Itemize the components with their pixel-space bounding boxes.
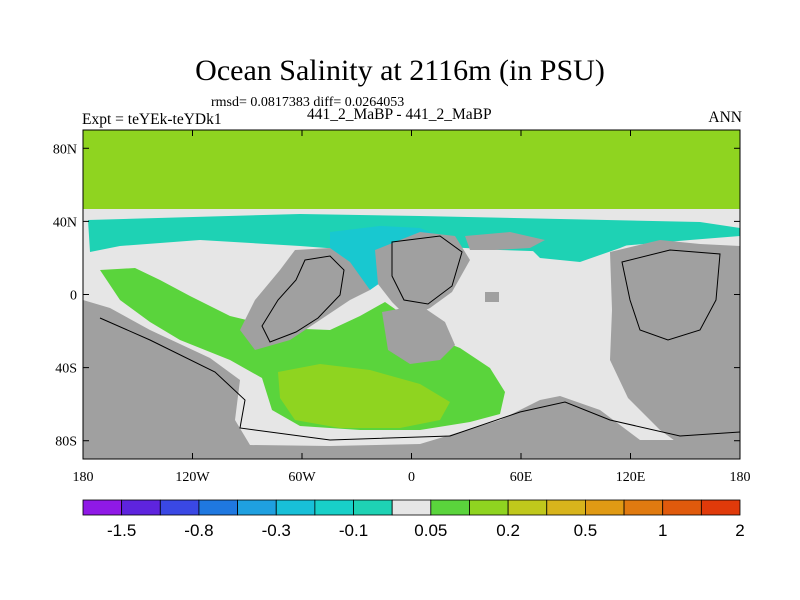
colorbar-label: 0.2 xyxy=(496,521,520,540)
colorbar-swatch-4 xyxy=(237,499,277,516)
coastlines xyxy=(99,235,740,441)
colorbar-label: -1.5 xyxy=(107,521,136,540)
rmsd-subtitle: rmsd= 0.0817383 diff= 0.0264053 xyxy=(211,95,405,110)
case-label: 441_2_MaBP - 441_2_MaBP xyxy=(307,106,492,123)
x-tick-label: 60E xyxy=(510,470,533,485)
east-negative-strip xyxy=(520,232,650,262)
experiment-label: Expt = teYEk-teYDk1 xyxy=(82,111,222,128)
x-tick-label: 180 xyxy=(73,470,94,485)
colorbar-label: -0.1 xyxy=(339,521,368,540)
y-tick-label: 80S xyxy=(55,435,77,450)
south-land-block xyxy=(382,305,455,364)
colorbar-label: -0.8 xyxy=(184,521,213,540)
colorbar-swatch-6 xyxy=(314,499,354,516)
antarctica-land xyxy=(83,300,740,459)
x-tick-label: 60W xyxy=(288,470,316,485)
colorbar-swatch-10 xyxy=(469,499,509,516)
colorbar-label: -0.3 xyxy=(262,521,291,540)
colorbar-swatch-13 xyxy=(585,499,625,516)
colorbar-swatch-5 xyxy=(275,499,316,516)
chart-title: Ocean Salinity at 2116m (in PSU) xyxy=(195,54,605,87)
colorbar-swatch-16 xyxy=(700,499,741,516)
y-tick-label: 40S xyxy=(55,362,77,377)
x-tick-label: 180 xyxy=(730,470,751,485)
colorbar-swatch-7 xyxy=(353,499,393,516)
season-label: ANN xyxy=(708,109,742,126)
colorbar-label: 0.05 xyxy=(414,521,447,540)
colorbar-swatch-15 xyxy=(662,499,702,516)
y-tick-label: 0 xyxy=(70,289,77,304)
southern-positive-core xyxy=(278,364,450,428)
eurasia-land xyxy=(465,232,545,250)
island-land xyxy=(485,292,499,302)
coastline-north-america xyxy=(261,255,345,343)
y-tick-label: 40N xyxy=(53,215,77,230)
x-tick-label: 120E xyxy=(616,470,646,485)
land-masses xyxy=(83,232,740,459)
colorbar-swatch-11 xyxy=(507,499,548,516)
northern-positive-band xyxy=(83,130,740,209)
colorbar-swatch-14 xyxy=(623,499,664,516)
colorbar-swatch-8 xyxy=(391,499,432,516)
coastline-australia xyxy=(621,249,721,341)
colorbar-swatch-3 xyxy=(198,499,238,516)
colorbar-swatch-0 xyxy=(82,499,123,516)
colorbar-swatch-1 xyxy=(121,499,161,516)
colorbar-label: 2 xyxy=(735,521,744,540)
coastline-africa xyxy=(391,235,463,305)
colorbar-label: 1 xyxy=(658,521,667,540)
colorbar-label: 0.5 xyxy=(574,521,598,540)
y-tick-label: 80N xyxy=(53,142,77,157)
colorbar-swatch-2 xyxy=(159,499,200,516)
australia-land xyxy=(610,240,740,459)
x-tick-label: 0 xyxy=(408,470,415,485)
africa-land xyxy=(375,232,470,318)
x-tick-label: 120W xyxy=(175,470,210,485)
north-america-land xyxy=(240,248,370,350)
coastline-antarctica xyxy=(99,317,740,441)
colorbar-swatch-12 xyxy=(546,499,586,516)
colorbar-swatch-9 xyxy=(430,499,470,516)
